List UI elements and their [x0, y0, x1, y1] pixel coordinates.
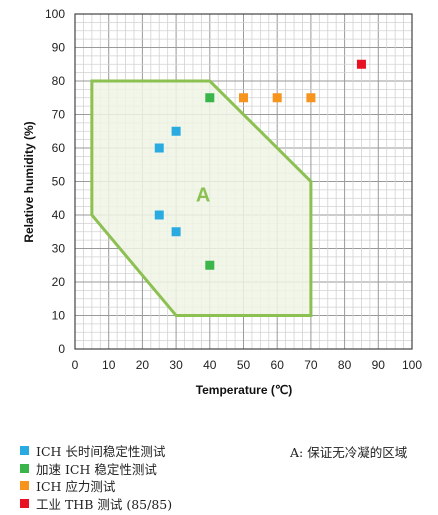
points-layer: [154, 59, 366, 270]
region-a-polygon: [90, 79, 313, 317]
data-point: [205, 260, 215, 270]
legend-item: 工业 THB 测试 (85/85): [20, 495, 172, 513]
legend-swatch-ich-stress: [20, 481, 29, 491]
y-tick-label: 70: [52, 108, 66, 122]
data-point: [205, 93, 215, 103]
data-point: [239, 93, 248, 103]
x-tick-label: 10: [102, 358, 116, 372]
plot-frame: [74, 13, 413, 350]
region-a-label: A: [196, 185, 210, 207]
x-tick-label: 80: [338, 358, 352, 372]
x-tick-label: 30: [169, 358, 183, 372]
y-tick-label: 60: [52, 141, 66, 155]
y-tick-label: 90: [52, 41, 66, 55]
y-tick-label: 20: [52, 275, 66, 289]
legend-swatch-accelerated-ich: [20, 463, 29, 473]
y-axis-title: Relative humidity (%): [22, 121, 36, 242]
legend-swatch-industrial-thb: [20, 498, 29, 508]
y-tick-label: 30: [52, 242, 66, 256]
x-tick-label: 20: [136, 358, 150, 372]
data-point: [306, 93, 316, 103]
legend-label-ich-long-term: ICH 长时间稳定性测试: [36, 444, 166, 460]
x-tick-label: 60: [271, 358, 285, 372]
data-point: [272, 93, 282, 103]
legend-item: 加速 ICH 稳定性测试: [20, 460, 172, 478]
region-note: A: 保证无冷凝的区域: [290, 445, 408, 460]
x-axis-title: Temperature (℃): [196, 383, 293, 397]
x-tick-label: 0: [72, 358, 79, 372]
x-tick-label: 100: [402, 358, 422, 372]
data-point: [171, 227, 181, 237]
legend: ICH 长时间稳定性测试 加速 ICH 稳定性测试 ICH 应力测试 工业 TH…: [20, 442, 172, 512]
x-tick-label: 90: [372, 358, 386, 372]
legend-swatch-ich-long-term: [20, 446, 29, 456]
y-tick-label: 80: [52, 74, 66, 88]
legend-item: ICH 应力测试: [20, 477, 172, 495]
y-tick-label: 10: [52, 309, 66, 323]
x-tick-label: 50: [237, 358, 251, 372]
data-point: [154, 210, 164, 220]
chart: A 0 10 20 30 40 50 60 70 80 90 100 0 10 20 30 40 50 60 70 8…: [22, 7, 422, 397]
data-point: [171, 126, 181, 136]
data-point: [154, 143, 164, 153]
legend-label-ich-stress: ICH 应力测试: [36, 479, 116, 495]
legend-item: ICH 长时间稳定性测试: [20, 442, 172, 460]
y-tick-label: 40: [52, 208, 66, 222]
y-tick-label: 100: [45, 7, 65, 21]
x-tick-label: 40: [203, 358, 217, 372]
ticks-layer: 0 10 20 30 40 50 60 70 80 90 100 0 10 20 30 40 50 60 70 80 9…: [45, 7, 422, 372]
y-tick-label: 50: [52, 175, 66, 189]
legend-label-accelerated-ich: 加速 ICH 稳定性测试: [36, 461, 157, 477]
region-layer: A: [90, 79, 313, 317]
x-tick-label: 70: [304, 358, 318, 372]
data-point: [356, 59, 366, 69]
y-tick-label: 0: [58, 342, 65, 356]
legend-label-industrial-thb: 工业 THB 测试 (85/85): [36, 496, 173, 512]
